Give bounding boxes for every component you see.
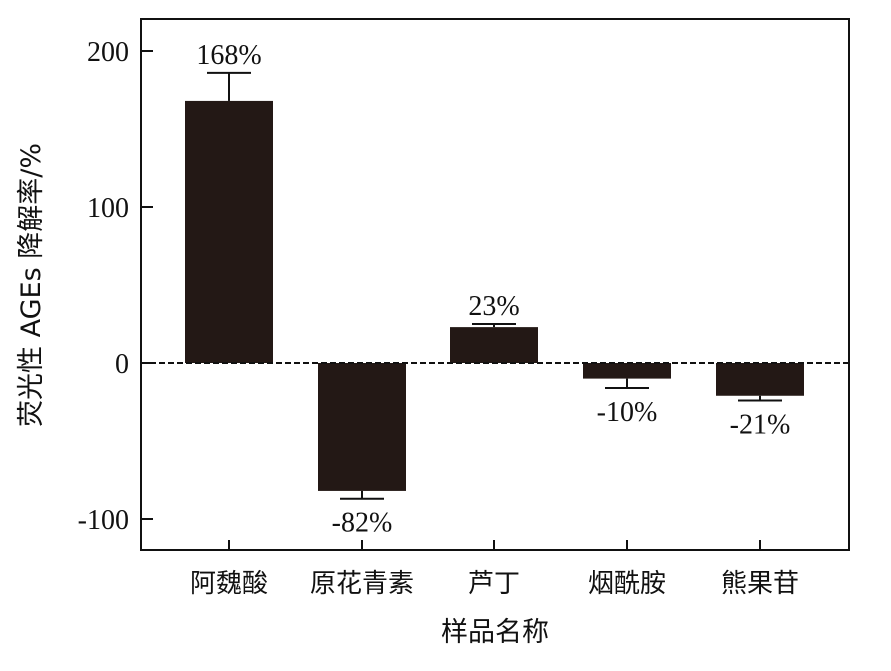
y-tick-label: -100	[78, 505, 129, 536]
data-labels: 168% -82% 23% -10% -21%	[196, 40, 790, 539]
y-axis-ticks: 200 100 0 -100	[78, 37, 153, 536]
bar	[185, 100, 273, 364]
y-tick-label: 100	[87, 193, 129, 224]
data-label: -82%	[332, 508, 393, 539]
data-label: -10%	[597, 397, 658, 428]
x-category-label: 芦丁	[468, 569, 520, 599]
data-label: 168%	[196, 40, 261, 71]
x-axis-title: 样品名称	[441, 617, 549, 648]
y-axis-title: 荧光性 AGEs 降解率/%	[16, 143, 47, 427]
y-tick-label: 200	[87, 37, 129, 68]
data-label: 23%	[468, 291, 519, 322]
x-axis-categories: 阿魏酸 原花青素 芦丁 烟酰胺 熊果苷	[190, 540, 799, 599]
data-label: -21%	[730, 409, 791, 440]
x-category-label: 烟酰胺	[588, 569, 666, 599]
x-category-label: 熊果苷	[721, 569, 799, 599]
bar	[716, 363, 804, 396]
bar	[450, 327, 538, 363]
bar	[583, 363, 671, 379]
x-category-label: 原花青素	[310, 569, 414, 599]
x-category-label: 阿魏酸	[190, 569, 268, 599]
bars	[185, 71, 804, 500]
bar	[318, 363, 406, 491]
y-tick-label: 0	[115, 349, 129, 380]
